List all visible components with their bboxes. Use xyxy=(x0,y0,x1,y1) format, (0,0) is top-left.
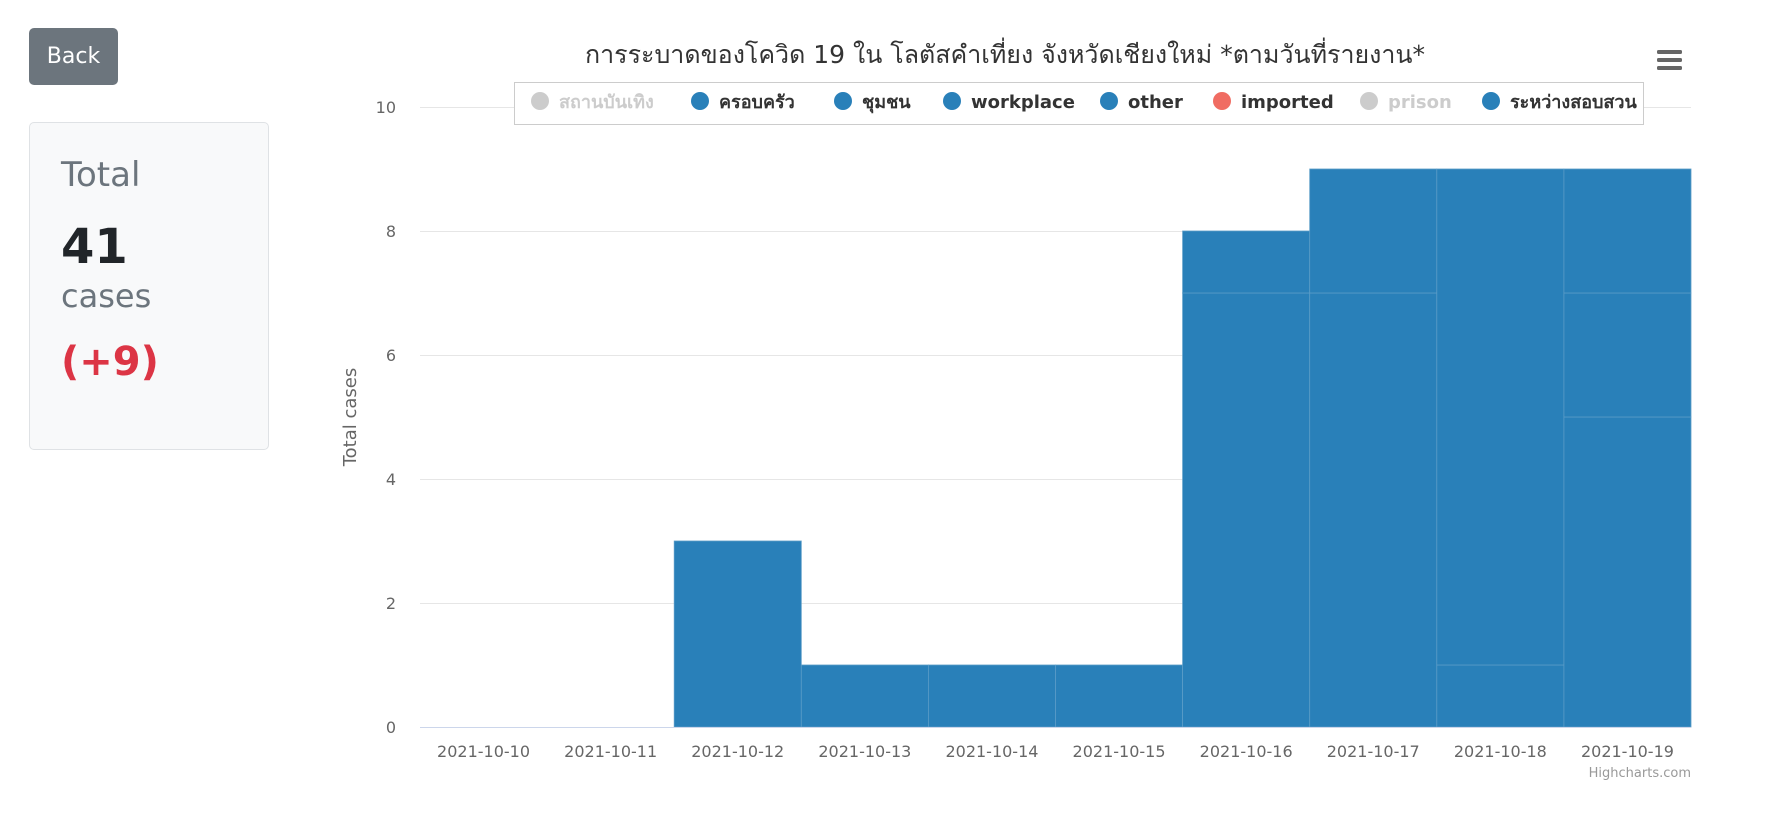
total-label: Total xyxy=(61,155,141,195)
back-button[interactable]: Back xyxy=(29,28,118,85)
bars xyxy=(673,168,1692,728)
x-tick-label: 2021-10-11 xyxy=(564,742,657,761)
chart-title: การระบาดของโควิด 19 ใน โลตัสคำเที่ยง จัง… xyxy=(585,37,1425,69)
legend-marker xyxy=(1360,92,1378,110)
bar-segment[interactable] xyxy=(1182,230,1311,294)
bar-segment[interactable] xyxy=(1182,292,1311,728)
y-tick-label: 2 xyxy=(386,594,396,613)
legend-label: สถานบันเทิง xyxy=(559,92,654,113)
legend-label: prison xyxy=(1388,92,1452,113)
x-tick-label: 2021-10-16 xyxy=(1200,742,1293,761)
bar-segment[interactable] xyxy=(1436,664,1565,728)
y-axis-ticks: 0 2 4 6 8 10 xyxy=(376,98,396,737)
cases-unit-label: cases xyxy=(61,277,152,315)
legend-item[interactable]: prison xyxy=(1360,92,1452,113)
x-tick-label: 2021-10-17 xyxy=(1327,742,1420,761)
legend-item[interactable]: imported xyxy=(1213,92,1334,113)
x-tick-label: 2021-10-13 xyxy=(818,742,911,761)
bar-segment[interactable] xyxy=(673,540,802,728)
bar-segment[interactable] xyxy=(1563,416,1692,728)
legend-marker xyxy=(834,92,852,110)
x-tick-label: 2021-10-14 xyxy=(945,742,1038,761)
daily-increase-badge: (+9) xyxy=(61,339,159,385)
legend-item[interactable]: ครอบครัว xyxy=(691,92,795,113)
credits-link[interactable]: Highcharts.com xyxy=(1589,766,1691,781)
legend-marker xyxy=(531,92,549,110)
hamburger-menu-icon xyxy=(1657,50,1682,70)
x-tick-label: 2021-10-18 xyxy=(1454,742,1547,761)
y-tick-label: 8 xyxy=(386,222,396,241)
x-axis-ticks: 2021-10-10 2021-10-11 2021-10-12 2021-10-13… xyxy=(437,742,1674,761)
legend-marker xyxy=(943,92,961,110)
x-tick-label: 2021-10-15 xyxy=(1073,742,1166,761)
legend-marker xyxy=(691,92,709,110)
legend-label: ครอบครัว xyxy=(719,92,795,113)
y-tick-label: 6 xyxy=(386,346,396,365)
legend-marker xyxy=(1482,92,1500,110)
y-axis-title: Total cases xyxy=(340,368,361,468)
bar-segment[interactable] xyxy=(1309,292,1438,728)
total-cases-card: Total 41 cases (+9) xyxy=(29,122,269,450)
legend-item[interactable]: other xyxy=(1100,92,1183,113)
legend-label: ชุมชน xyxy=(862,92,911,114)
legend-label: imported xyxy=(1241,92,1334,113)
export-menu-button[interactable] xyxy=(1650,44,1686,74)
y-tick-label: 4 xyxy=(386,470,396,489)
x-tick-label: 2021-10-12 xyxy=(691,742,784,761)
bar-segment[interactable] xyxy=(1563,168,1692,294)
total-value: 41 xyxy=(61,219,128,275)
bar-segment[interactable] xyxy=(928,664,1056,728)
legend-item[interactable]: สถานบันเทิง xyxy=(531,92,654,113)
legend-marker xyxy=(1213,92,1231,110)
y-tick-label: 10 xyxy=(376,98,396,117)
bar-segment[interactable] xyxy=(1563,292,1692,418)
legend: สถานบันเทิง ครอบครัว ชุมชน workplace other im… xyxy=(514,82,1644,125)
bar-segment[interactable] xyxy=(1055,664,1183,728)
legend-marker xyxy=(1100,92,1118,110)
legend-item[interactable]: ชุมชน xyxy=(834,92,911,114)
legend-label: other xyxy=(1128,92,1183,113)
x-tick-label: 2021-10-10 xyxy=(437,742,530,761)
y-tick-label: 0 xyxy=(386,718,396,737)
legend-item[interactable]: ระหว่างสอบสวน xyxy=(1482,92,1638,113)
legend-item[interactable]: workplace xyxy=(943,92,1075,113)
bar-segment[interactable] xyxy=(800,664,929,728)
bar-segment[interactable] xyxy=(1309,168,1438,294)
bar-segment[interactable] xyxy=(1436,168,1565,666)
x-tick-label: 2021-10-19 xyxy=(1581,742,1674,761)
legend-box xyxy=(514,82,1644,125)
legend-label: workplace xyxy=(971,92,1075,113)
legend-label: ระหว่างสอบสวน xyxy=(1510,92,1638,113)
